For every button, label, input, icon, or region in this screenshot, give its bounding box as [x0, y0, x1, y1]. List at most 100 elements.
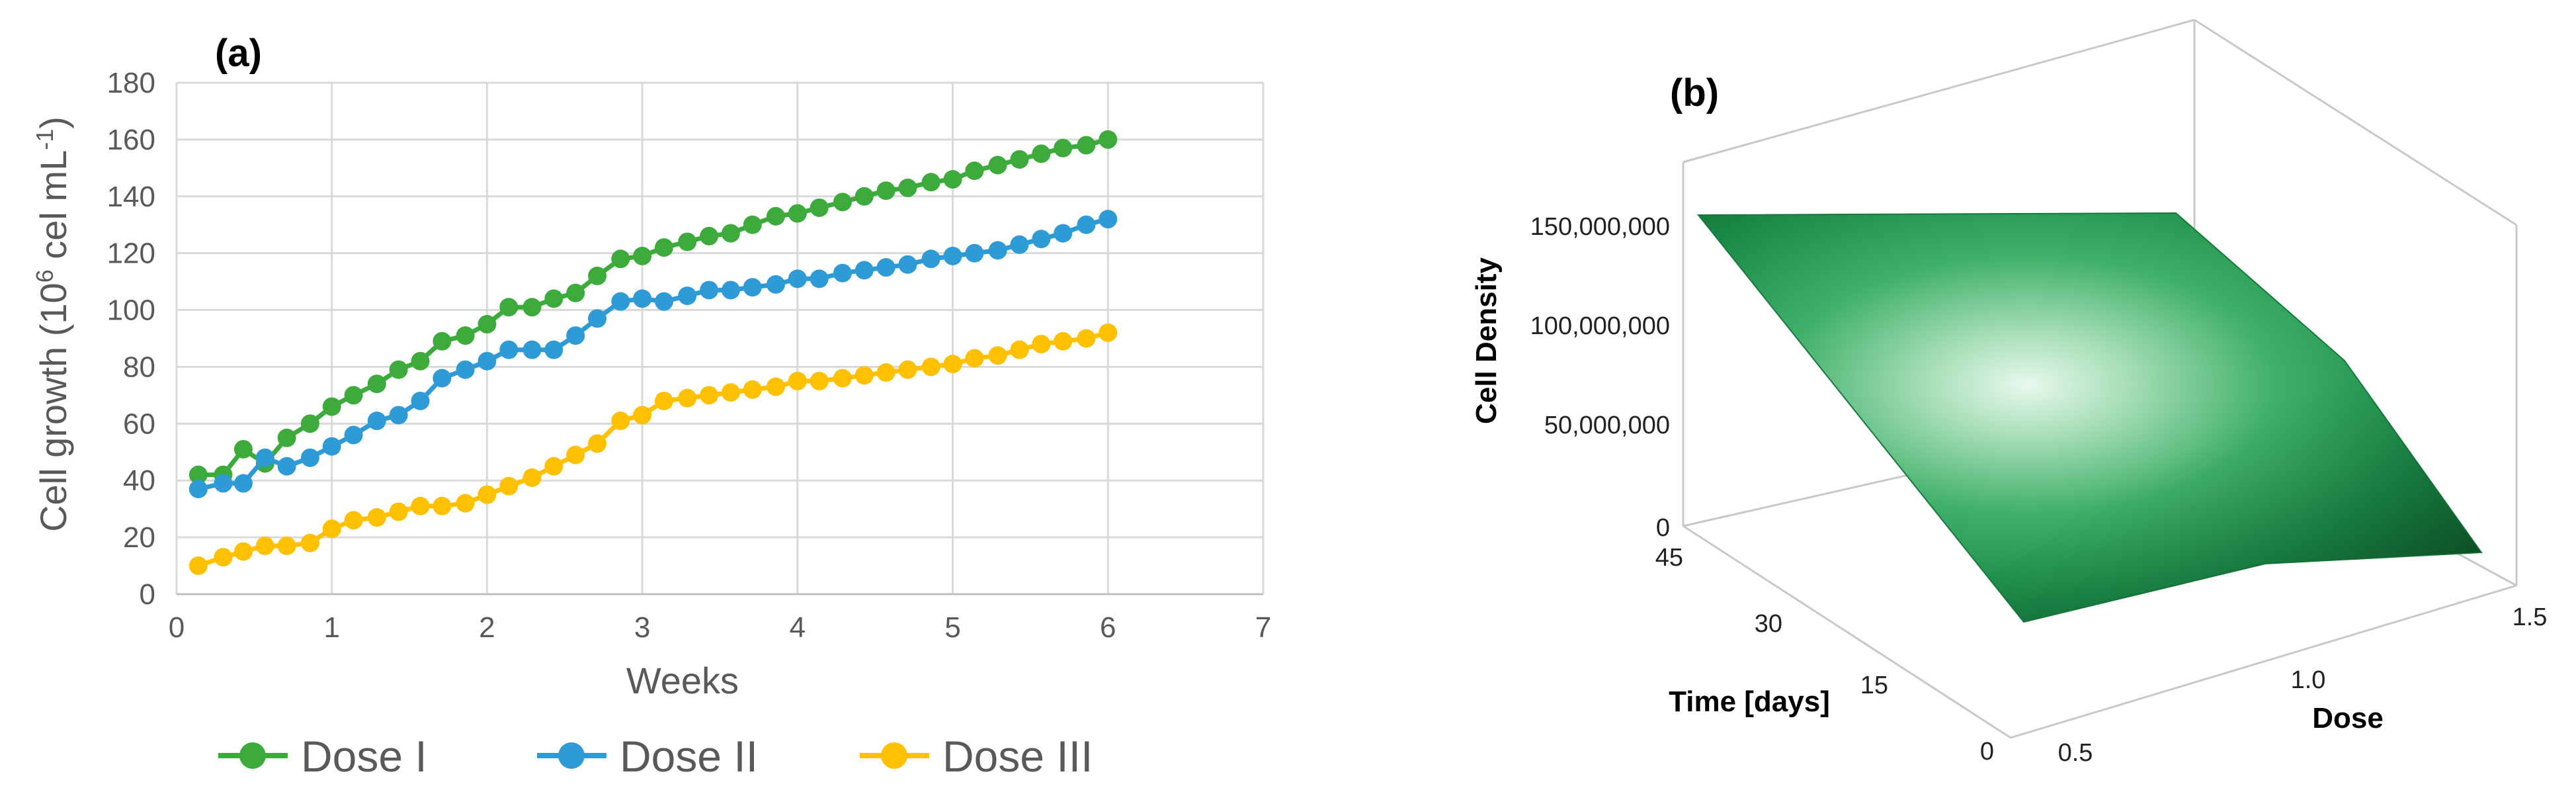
dose-axis-title: Dose: [2312, 702, 2384, 734]
panel-a-label: (a): [215, 32, 262, 75]
y-tick-label: 180: [107, 67, 155, 99]
data-point: [499, 476, 519, 496]
y-tick-label: 60: [123, 408, 155, 440]
data-point: [411, 496, 430, 515]
legend-item-dose-ii: Dose II: [537, 732, 758, 781]
x-tick-label: 5: [944, 611, 960, 644]
z-tick-label: 0: [1656, 514, 1670, 542]
legend: Dose I Dose II Dose III: [218, 732, 1093, 781]
data-point: [721, 224, 740, 243]
legend-marker: [881, 742, 907, 769]
dose-tick-label: 1.5: [2513, 603, 2548, 631]
data-point: [255, 448, 274, 467]
data-point: [1099, 323, 1118, 342]
series-dose-i: [188, 130, 1118, 484]
data-point: [1077, 136, 1096, 155]
data-point: [588, 267, 607, 286]
series-dose-iii: [188, 323, 1118, 576]
legend-item-dose-iii: Dose III: [860, 732, 1093, 781]
y-axis-title-end: ): [32, 116, 74, 129]
data-point: [678, 286, 697, 306]
y-tick-label: 20: [123, 521, 155, 554]
y-tick-label: 120: [107, 238, 155, 270]
data-point: [233, 542, 253, 561]
data-point: [788, 371, 807, 390]
data-point: [1099, 210, 1118, 229]
data-point: [255, 536, 274, 555]
data-point: [456, 326, 475, 345]
data-point: [344, 511, 363, 530]
data-point: [214, 474, 233, 493]
data-point: [344, 425, 363, 445]
data-point: [1077, 329, 1096, 348]
data-point: [566, 326, 585, 345]
data-point: [456, 494, 475, 513]
surface: [1696, 212, 2483, 623]
data-point: [277, 536, 296, 555]
data-point: [810, 269, 829, 288]
legend-marker: [558, 742, 585, 769]
data-point: [478, 351, 497, 371]
data-point: [921, 173, 940, 192]
data-point: [678, 232, 697, 251]
time-tick-label: 0: [1980, 738, 1994, 766]
data-point: [1077, 215, 1096, 234]
data-point: [1010, 340, 1029, 359]
data-point: [544, 340, 563, 359]
data-point: [700, 281, 719, 300]
data-point: [433, 369, 452, 388]
dose-tick-label: 0.5: [2058, 739, 2093, 767]
data-point: [478, 315, 497, 334]
data-point: [655, 238, 674, 257]
data-point: [522, 468, 542, 487]
data-point: [277, 428, 296, 447]
data-point: [743, 380, 762, 399]
y-tick-labels: 0 20 40 60 80 100 120 140 160 180: [107, 67, 155, 611]
data-point: [544, 457, 563, 476]
x-axis-title: Weeks: [626, 660, 739, 701]
surface-shading: [1698, 213, 2481, 622]
time-tick-label: 15: [1860, 672, 1888, 699]
data-point: [566, 445, 585, 464]
data-point: [233, 474, 253, 493]
data-point: [965, 243, 984, 263]
panel-b-label: (b): [1670, 71, 1719, 114]
data-point: [566, 283, 585, 302]
data-point: [389, 406, 408, 425]
data-point: [478, 485, 497, 504]
data-point: [700, 386, 719, 405]
data-point: [678, 388, 697, 408]
data-point: [633, 406, 652, 425]
data-point: [322, 519, 341, 539]
box-edge: [1683, 19, 2195, 163]
data-point: [1054, 138, 1073, 157]
dose-tick-labels: 0.5 1.0 1.5: [2058, 603, 2548, 767]
data-point: [943, 246, 962, 265]
data-point: [788, 204, 807, 223]
z-tick-label: 50,000,000: [1544, 412, 1670, 439]
data-point: [743, 278, 762, 297]
legend-label: Dose I: [301, 732, 427, 781]
data-point: [876, 363, 895, 382]
data-point: [456, 360, 475, 379]
y-axis-title-exp2: -1: [31, 129, 58, 150]
data-point: [921, 249, 940, 269]
data-point: [322, 437, 341, 456]
data-point: [389, 502, 408, 521]
data-point: [433, 331, 452, 351]
data-point: [898, 178, 917, 197]
data-point: [214, 548, 233, 567]
time-axis-title: Time [days]: [1669, 685, 1830, 718]
data-point: [988, 241, 1007, 260]
y-axis-title: Cell growth (106 cel mL-1): [31, 116, 75, 532]
x-tick-label: 6: [1100, 611, 1116, 644]
x-tick-labels: 0 1 2 3 4 5 6 7: [169, 611, 1271, 644]
data-point: [766, 377, 785, 396]
data-point: [788, 269, 807, 288]
z-tick-label: 150,000,000: [1530, 213, 1670, 241]
data-point: [833, 263, 852, 283]
legend-label: Dose II: [620, 732, 758, 781]
box-edge: [2010, 584, 2517, 739]
y-tick-label: 140: [107, 181, 155, 213]
legend-marker: [239, 742, 266, 769]
